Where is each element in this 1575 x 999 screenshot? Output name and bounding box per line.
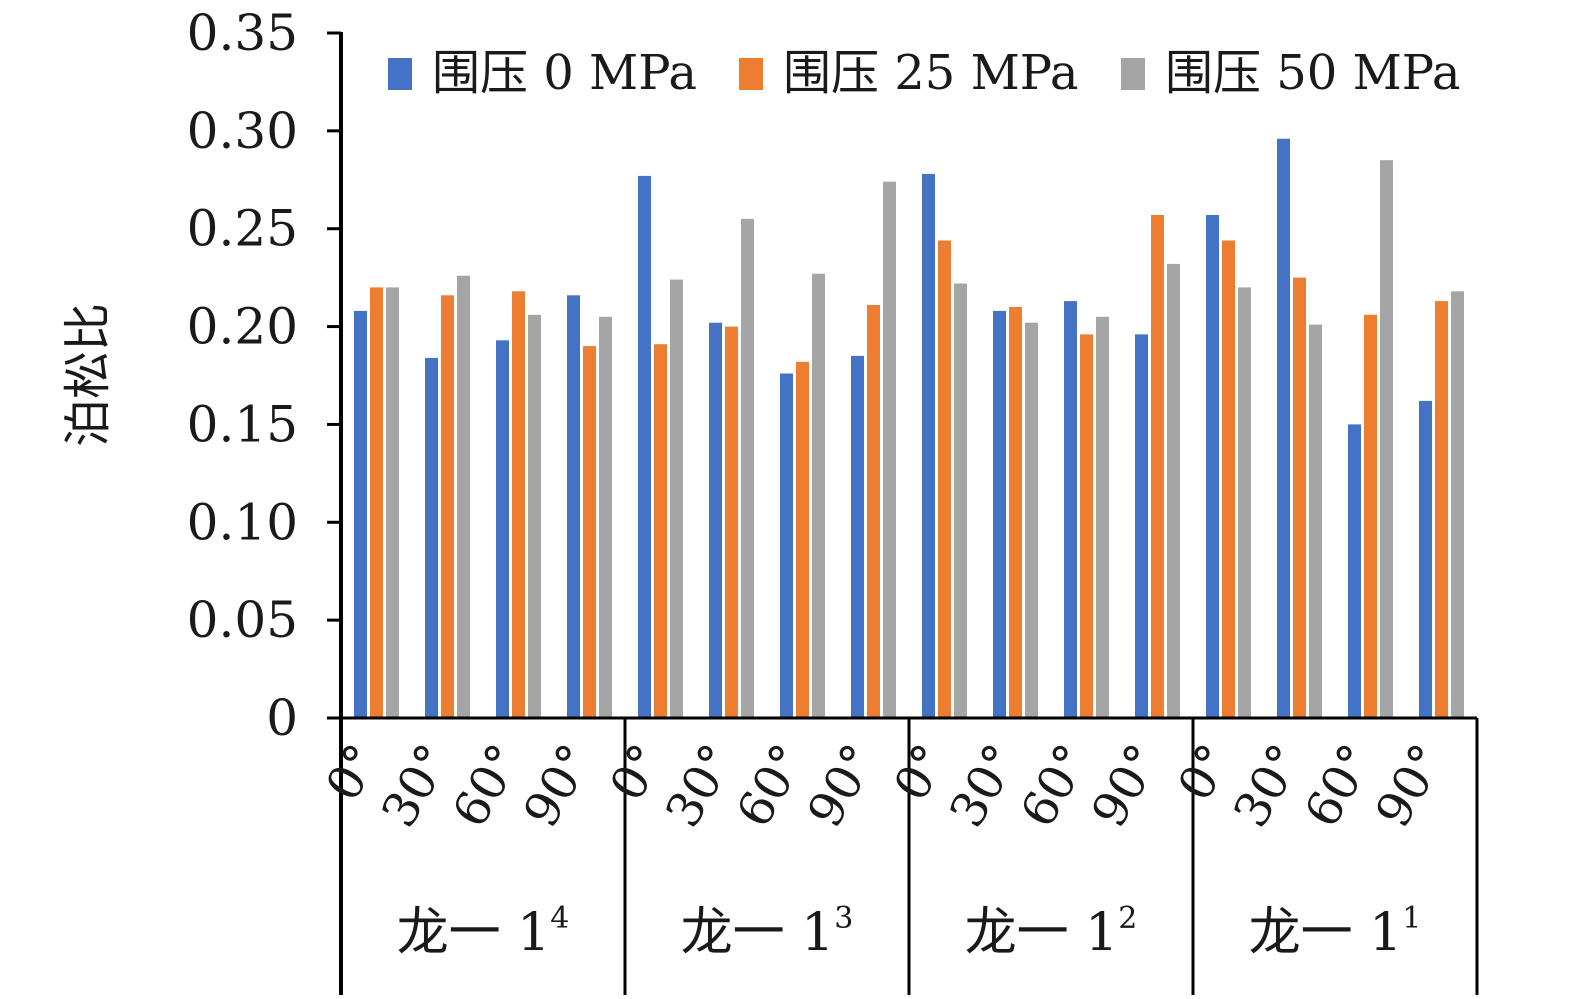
legend-label-1: 围压 0 MPa	[432, 45, 697, 101]
bar-3-15	[1380, 160, 1393, 718]
legend-swatch-1	[388, 58, 412, 90]
group-label: 龙一 14	[397, 901, 570, 963]
bar-3-14	[1309, 324, 1322, 718]
angle-label: 60°	[1294, 735, 1385, 837]
legend-swatch-3	[1121, 58, 1145, 90]
bar-1-9	[922, 173, 935, 718]
group-label: 龙一 13	[681, 901, 854, 963]
group-label-superscript: 4	[550, 901, 569, 936]
y-tick-label: 0.20	[187, 298, 298, 356]
bar-2-15	[1364, 314, 1377, 718]
bar-1-1	[354, 310, 367, 718]
bar-1-3	[496, 340, 509, 718]
group-label-base: 龙一 1	[397, 903, 551, 963]
bar-2-11	[1080, 334, 1093, 718]
bar-2-9	[938, 240, 951, 718]
bar-2-12	[1151, 215, 1164, 718]
bar-3-4	[599, 316, 612, 718]
bar-2-8	[867, 305, 880, 718]
bar-1-15	[1348, 424, 1361, 718]
group-label: 龙一 11	[1249, 901, 1422, 963]
bar-3-5	[670, 279, 683, 718]
bar-3-2	[457, 275, 470, 718]
angle-label: 60°	[1010, 735, 1101, 837]
bar-1-16	[1419, 400, 1432, 718]
bar-2-13	[1222, 240, 1235, 718]
bar-3-6	[741, 218, 754, 718]
y-axis-title: 泊松比	[60, 303, 116, 447]
bar-1-12	[1135, 334, 1148, 718]
y-tick-label: 0.15	[187, 395, 298, 453]
angle-label: 30°	[371, 735, 462, 837]
bar-1-2	[425, 357, 438, 718]
bar-2-2	[441, 295, 454, 718]
angle-label: 30°	[1223, 735, 1314, 837]
y-tick-label: 0.35	[187, 4, 298, 62]
bar-2-7	[796, 361, 809, 718]
bar-3-16	[1451, 291, 1464, 718]
bar-2-16	[1435, 301, 1448, 718]
bar-3-1	[386, 287, 399, 718]
y-tick-label: 0.25	[187, 200, 298, 258]
bar-2-14	[1293, 277, 1306, 718]
y-tick-label: 0.05	[187, 591, 298, 649]
bar-1-7	[780, 373, 793, 718]
bar-2-5	[654, 344, 667, 718]
bar-2-4	[583, 346, 596, 718]
bar-1-14	[1277, 138, 1290, 718]
angle-label: 30°	[939, 735, 1030, 837]
bar-3-11	[1096, 316, 1109, 718]
bar-3-9	[954, 283, 967, 718]
bar-1-5	[638, 175, 651, 718]
bar-2-6	[725, 326, 738, 718]
legend-label-3: 围压 50 MPa	[1165, 45, 1461, 101]
group-label: 龙一 12	[965, 901, 1138, 963]
group-label-base: 龙一 1	[965, 903, 1119, 963]
y-tick-label: 0	[266, 689, 298, 747]
group-label-superscript: 3	[834, 901, 853, 936]
bar-3-3	[528, 314, 541, 718]
bar-3-8	[883, 181, 896, 718]
angle-label: 90°	[797, 735, 888, 837]
bar-3-10	[1025, 322, 1038, 718]
y-tick-label: 0.30	[187, 102, 298, 160]
angle-label: 30°	[655, 735, 746, 837]
bar-1-8	[851, 355, 864, 718]
bar-1-11	[1064, 301, 1077, 718]
angle-label: 60°	[726, 735, 817, 837]
bar-1-13	[1206, 215, 1219, 718]
group-label-superscript: 1	[1402, 901, 1421, 936]
y-tick-label: 0.10	[187, 493, 298, 551]
group-label-base: 龙一 1	[1249, 903, 1403, 963]
bar-2-3	[512, 291, 525, 718]
bar-2-10	[1009, 307, 1022, 718]
angle-label: 90°	[1365, 735, 1456, 837]
bar-3-7	[812, 273, 825, 718]
group-label-base: 龙一 1	[681, 903, 835, 963]
angle-label: 60°	[442, 735, 533, 837]
bar-3-12	[1167, 263, 1180, 718]
bar-1-6	[709, 322, 722, 718]
bar-2-1	[370, 287, 383, 718]
bar-1-10	[993, 310, 1006, 718]
angle-label: 90°	[1081, 735, 1172, 837]
legend-swatch-2	[739, 58, 763, 90]
legend-label-2: 围压 25 MPa	[783, 45, 1079, 101]
bar-1-4	[567, 295, 580, 718]
angle-label: 90°	[513, 735, 604, 837]
bar-3-13	[1238, 287, 1251, 718]
group-label-superscript: 2	[1118, 901, 1137, 936]
